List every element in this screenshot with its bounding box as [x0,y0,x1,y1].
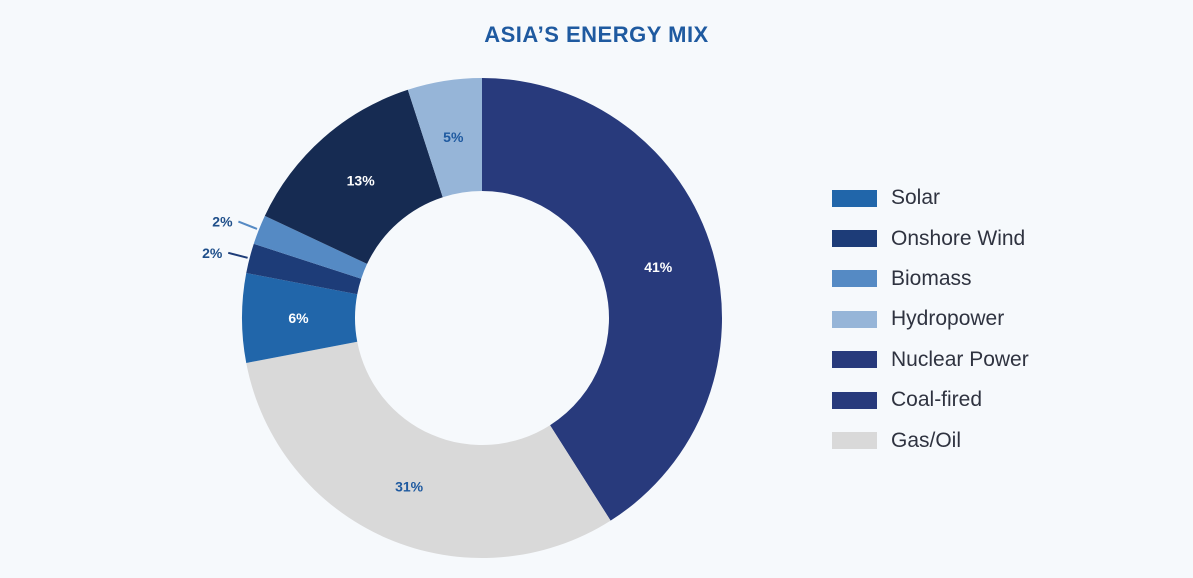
legend-swatch [832,189,877,207]
slice-onshore-wind [246,243,362,295]
slice-label-nuclear-power: 13% [347,172,376,188]
slice-coal-fired [482,78,723,521]
legend-swatch [832,432,877,450]
legend-label: Coal-fired [891,388,983,412]
legend-swatch [832,230,877,248]
legend-label: Solar [891,186,941,210]
legend-swatch [832,270,877,288]
slice-gas-oil [246,341,611,558]
slice-label-biomass: 2% [212,214,233,230]
legend-swatch [832,310,877,328]
legend-item-gas-oil: Gas/Oil [832,420,1172,460]
chart-title: ASIA’S ENERGY MIX [484,22,709,47]
legend-swatch [832,391,877,409]
legend-swatch [832,351,877,369]
legend-item-biomass: Biomass [832,259,1172,299]
legend-item-solar: Solar [832,178,1172,218]
slice-biomass [253,215,368,279]
slice-hydropower [407,78,482,198]
legend-label: Biomass [891,266,972,290]
slice-solar [242,273,358,363]
legend-item-nuclear-power: Nuclear Power [832,340,1172,380]
leader-line-biomass [238,220,258,230]
legend-item-coal-fired: Coal-fired [832,380,1172,420]
slice-label-gas-oil: 31% [395,478,424,494]
legend-item-onshore-wind: Onshore Wind [832,218,1172,258]
slice-label-coal-fired: 41% [644,259,673,275]
slice-nuclear-power [264,89,443,264]
legend-label: Hydropower [891,307,1005,331]
legend-label: Onshore Wind [891,226,1026,250]
legend-label: Gas/Oil [891,428,962,452]
slice-label-solar: 6% [288,310,309,326]
slice-label-onshore-wind: 2% [202,245,223,261]
slice-label-hydropower: 5% [443,129,464,145]
chart-legend: Solar Onshore Wind Biomass Hydropower Nuclea… [832,178,1172,461]
legend-item-hydropower: Hydropower [832,299,1172,339]
legend-label: Nuclear Power [891,347,1029,371]
leader-line-onshore-wind [227,251,248,259]
